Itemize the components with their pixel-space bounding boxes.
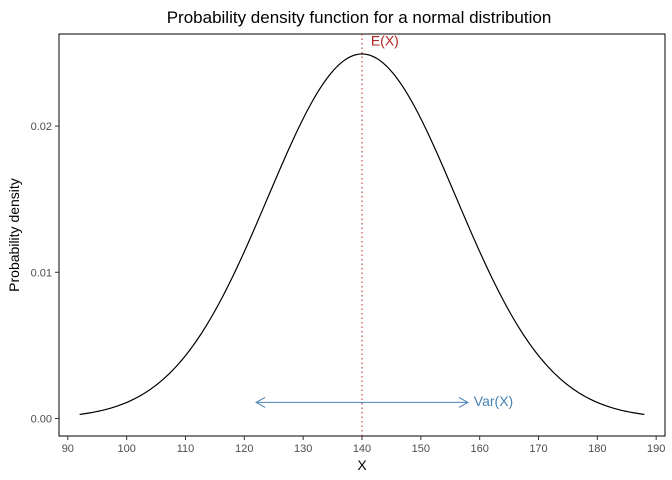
- variance-arrow-right-head: [458, 396, 469, 408]
- y-tick-label: 0.00: [31, 413, 52, 425]
- x-tick-label: 120: [235, 443, 253, 455]
- variance-annotation-label: Var(X): [474, 393, 513, 409]
- x-tick-label: 140: [353, 443, 371, 455]
- x-tick-label: 90: [62, 443, 74, 455]
- x-axis: 90 100 110 120 130 140 150 160 170 180 190: [62, 436, 665, 455]
- variance-arrow-left-head: [255, 396, 266, 408]
- y-tick-label: 0.02: [31, 121, 52, 133]
- y-axis: 0.00 0.01 0.02: [31, 121, 59, 425]
- x-tick-label: 160: [470, 443, 488, 455]
- x-axis-title: X: [357, 457, 367, 473]
- y-tick-label: 0.01: [31, 267, 52, 279]
- mean-annotation-label: E(X): [371, 33, 399, 49]
- chart-title: Probability density function for a norma…: [167, 8, 552, 27]
- x-tick-label: 130: [294, 443, 312, 455]
- density-curve: [79, 53, 645, 416]
- x-tick-label: 100: [117, 443, 135, 455]
- x-tick-label: 190: [647, 443, 665, 455]
- x-tick-label: 180: [588, 443, 606, 455]
- x-tick-label: 110: [177, 443, 195, 455]
- variance-arrow: [255, 396, 469, 408]
- x-tick-label: 150: [412, 443, 430, 455]
- x-tick-label: 170: [529, 443, 547, 455]
- y-axis-title: Probability density: [6, 178, 22, 292]
- plot-panel-border: [58, 33, 666, 437]
